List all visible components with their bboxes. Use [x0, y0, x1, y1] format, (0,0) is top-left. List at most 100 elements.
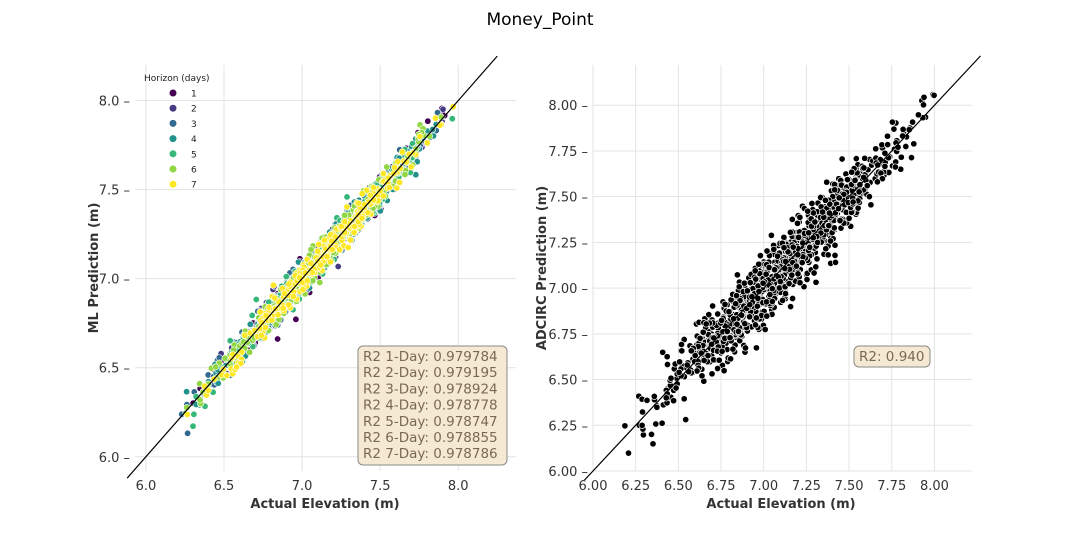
ml-point-horizon-7 — [299, 286, 307, 294]
ml-point-horizon-7 — [347, 236, 355, 244]
adcirc-point — [647, 430, 656, 438]
ml-y-ticks: 6.0 – 6.5 – 7.0 – 7.5 – 8.0 – — [99, 95, 130, 466]
adcirc-point — [662, 394, 670, 402]
adcirc-point — [755, 287, 763, 296]
adcirc-point — [768, 285, 776, 293]
adcirc-point — [753, 302, 761, 310]
ml-point-horizon-7 — [271, 294, 279, 302]
ml-point-horizon-1 — [424, 117, 432, 125]
adcirc-y-ticks: 6.00 – 6.25 – 6.50 – 6.75 – 7.00 – 7.25 – 7.50… — [548, 99, 588, 480]
adcirc-point — [781, 290, 790, 298]
adcirc-point — [770, 245, 778, 253]
ml-point-horizon-7 — [341, 228, 349, 236]
ml-point-horizon-7 — [233, 363, 241, 371]
r2-box — [357, 345, 508, 466]
adcirc-point — [899, 132, 907, 140]
x-tick-label: 7.5 — [370, 479, 391, 494]
adcirc-point — [779, 296, 787, 304]
ml-point-horizon-6 — [401, 171, 409, 179]
y-tick-label: 7.00 – — [548, 282, 588, 297]
ml-point-horizon-7 — [323, 253, 331, 261]
ml-point-horizon-2 — [334, 262, 342, 270]
ml-point-horizon-7 — [384, 174, 392, 182]
ml-point-horizon-7 — [394, 158, 402, 166]
adcirc-point — [763, 312, 771, 320]
ml-point-horizon-7 — [317, 261, 325, 269]
x-tick-label: 7.75 — [877, 479, 906, 494]
ml-point-horizon-7 — [431, 114, 439, 122]
adcirc-point — [649, 440, 657, 448]
adcirc-point — [920, 93, 928, 101]
ml-point-horizon-7 — [341, 218, 349, 226]
adcirc-point — [907, 154, 916, 162]
ml-point-horizon-5 — [226, 337, 234, 345]
adcirc-point — [814, 238, 822, 247]
ml-point-horizon-7 — [385, 183, 393, 191]
adcirc-point — [852, 155, 860, 163]
y-tick-label: 7.75 – — [548, 145, 588, 160]
ml-point-horizon-7 — [328, 246, 336, 254]
adcirc-point — [762, 270, 770, 278]
adcirc-point — [670, 397, 678, 405]
adcirc-point — [808, 199, 816, 208]
adcirc-point — [812, 263, 820, 271]
adcirc-point — [776, 277, 784, 286]
adcirc-point — [788, 215, 796, 223]
adcirc-point — [849, 198, 857, 206]
ml-point-horizon-1 — [292, 315, 300, 323]
r2-line: R2 5-Day: 0.978747 — [363, 414, 498, 430]
adcirc-point — [718, 316, 726, 324]
adcirc-point — [698, 372, 706, 380]
adcirc-point — [683, 361, 691, 369]
ml-point-horizon-6 — [246, 348, 254, 356]
adcirc-point — [878, 175, 886, 183]
adcirc-point — [704, 352, 712, 360]
adcirc-point — [729, 345, 737, 353]
adcirc-point — [746, 279, 754, 287]
adcirc-point — [697, 349, 705, 357]
adcirc-point — [659, 348, 667, 356]
ml-point-horizon-7 — [336, 246, 344, 254]
adcirc-point — [624, 449, 633, 457]
ml-point-horizon-7 — [257, 331, 265, 339]
adcirc-point — [819, 208, 827, 216]
adcirc-point — [735, 283, 743, 291]
adcirc-point — [780, 233, 788, 241]
adcirc-point — [746, 313, 754, 321]
ml-point-horizon-7 — [285, 301, 293, 309]
adcirc-point — [755, 260, 763, 268]
adcirc-point — [884, 141, 892, 149]
r2-box — [853, 345, 931, 368]
adcirc-point — [872, 145, 880, 153]
adcirc-point — [650, 392, 658, 400]
adcirc-point — [854, 204, 862, 212]
y-tick-label: 6.00 – — [548, 465, 588, 480]
adcirc-point — [891, 163, 899, 171]
ml-point-horizon-7 — [343, 203, 351, 211]
adcirc-point — [796, 213, 804, 221]
adcirc-point — [762, 298, 771, 306]
ml-point-horizon-7 — [337, 222, 345, 230]
legend-marker-3 — [169, 119, 177, 127]
adcirc-point — [687, 347, 695, 355]
ml-point-horizon-6 — [316, 278, 324, 286]
y-tick-label: 7.0 – — [99, 273, 130, 288]
adcirc-point — [855, 188, 863, 196]
ml-point-horizon-5 — [248, 311, 256, 319]
ml-point-horizon-7 — [344, 244, 352, 252]
adcirc-point — [821, 196, 829, 204]
ml-point-horizon-7 — [183, 410, 191, 418]
ml-point-horizon-3 — [184, 429, 192, 437]
legend-label: 1 — [191, 90, 197, 100]
legend-marker-6 — [169, 165, 177, 173]
adcirc-point — [930, 91, 938, 99]
adcirc-point — [658, 419, 666, 427]
ml-point-horizon-6 — [196, 396, 204, 404]
ml-x-ticks: 6.0 6.5 7.0 7.5 8.0 — [136, 479, 469, 494]
ml-point-horizon-7 — [320, 236, 328, 244]
adcirc-point — [890, 125, 898, 133]
ml-point-horizon-7 — [416, 133, 424, 141]
adcirc-point — [732, 292, 741, 300]
adcirc-point — [678, 347, 686, 355]
